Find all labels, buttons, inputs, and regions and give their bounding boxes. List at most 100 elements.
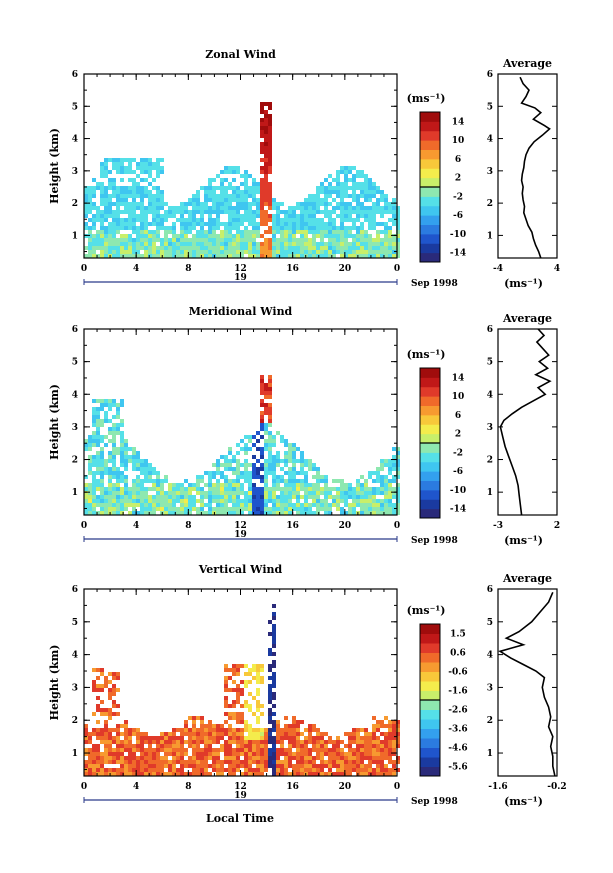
average-x-label: (ms⁻¹) bbox=[504, 534, 543, 547]
heatmap-cell bbox=[332, 503, 336, 507]
heatmap-cell bbox=[136, 483, 140, 487]
heatmap-cell bbox=[136, 234, 140, 238]
heatmap-cell bbox=[156, 748, 160, 752]
heatmap-cell bbox=[148, 198, 152, 202]
heatmap-cell bbox=[232, 218, 236, 222]
heatmap-cell bbox=[356, 210, 360, 214]
heatmap-cell bbox=[128, 732, 132, 736]
heatmap-cell bbox=[216, 724, 220, 728]
heatmap-cell bbox=[252, 455, 256, 459]
colorbar-swatch bbox=[420, 690, 440, 701]
heatmap-cell bbox=[280, 740, 284, 744]
heatmap-cell bbox=[120, 503, 124, 507]
heatmap-cell bbox=[196, 250, 200, 254]
heatmap-cell bbox=[220, 455, 224, 459]
heatmap-cell bbox=[356, 202, 360, 206]
heatmap-cell bbox=[268, 170, 272, 174]
heatmap-cell bbox=[260, 487, 264, 491]
heatmap-cell bbox=[324, 744, 328, 748]
heatmap-cell bbox=[360, 503, 364, 507]
heatmap-cell bbox=[360, 499, 364, 503]
heatmap-cell bbox=[96, 487, 100, 491]
heatmap-cell bbox=[324, 242, 328, 246]
heatmap-cell bbox=[308, 250, 312, 254]
heatmap-cell bbox=[264, 102, 268, 106]
heatmap-cell bbox=[132, 194, 136, 198]
colorbar-swatch bbox=[420, 205, 440, 216]
heatmap-cell bbox=[244, 471, 248, 475]
heatmap-cell bbox=[296, 748, 300, 752]
heatmap-cell bbox=[372, 471, 376, 475]
heatmap-cell bbox=[340, 772, 344, 776]
heatmap-cell bbox=[112, 447, 116, 451]
heatmap-cell bbox=[92, 202, 96, 206]
heatmap-cell bbox=[324, 764, 328, 768]
heatmap-cell bbox=[108, 708, 112, 712]
heatmap-cells bbox=[84, 604, 400, 776]
heatmap-cell bbox=[236, 483, 240, 487]
heatmap-cell bbox=[372, 242, 376, 246]
heatmap-cell bbox=[260, 423, 264, 427]
heatmap-cell bbox=[380, 499, 384, 503]
heatmap-cell bbox=[340, 760, 344, 764]
heatmap-cell bbox=[128, 772, 132, 776]
heatmap-cell bbox=[92, 471, 96, 475]
heatmap-cell bbox=[100, 226, 104, 230]
heatmap-cell bbox=[100, 475, 104, 479]
heatmap-cell bbox=[132, 254, 136, 258]
heatmap-cell bbox=[288, 479, 292, 483]
heatmap-cell bbox=[264, 431, 268, 435]
heatmap-cell bbox=[372, 250, 376, 254]
heatmap-cell bbox=[388, 218, 392, 222]
heatmap-cell bbox=[320, 499, 324, 503]
heatmap-cell bbox=[140, 459, 144, 463]
heatmap-cell bbox=[352, 732, 356, 736]
heatmap-cell bbox=[336, 772, 340, 776]
heatmap-cell bbox=[220, 507, 224, 511]
heatmap-cell bbox=[208, 234, 212, 238]
heatmap-cell bbox=[140, 214, 144, 218]
heatmap-cell bbox=[212, 507, 216, 511]
heatmap-cell bbox=[328, 234, 332, 238]
heatmap-cell bbox=[340, 210, 344, 214]
heatmap-cell bbox=[388, 202, 392, 206]
heatmap-cell bbox=[164, 740, 168, 744]
heatmap-cell bbox=[192, 732, 196, 736]
heatmap-cell bbox=[236, 664, 240, 668]
heatmap-cell bbox=[184, 503, 188, 507]
heatmap-cell bbox=[108, 744, 112, 748]
heatmap-cell bbox=[120, 479, 124, 483]
heatmap-cell bbox=[360, 242, 364, 246]
heatmap-cell bbox=[232, 186, 236, 190]
heatmap-cell bbox=[92, 234, 96, 238]
heatmap-cell bbox=[104, 242, 108, 246]
heatmap-cell bbox=[112, 194, 116, 198]
heatmap-cell bbox=[300, 250, 304, 254]
heatmap-cell bbox=[200, 202, 204, 206]
heatmap-cell bbox=[260, 732, 264, 736]
heatmap-cell bbox=[192, 234, 196, 238]
heatmap-cell bbox=[280, 736, 284, 740]
heatmap-cell bbox=[364, 499, 368, 503]
heatmap-cell bbox=[316, 250, 320, 254]
heatmap-cell bbox=[176, 728, 180, 732]
heatmap-cell bbox=[328, 752, 332, 756]
heatmap-cell bbox=[108, 194, 112, 198]
heatmap-cell bbox=[260, 126, 264, 130]
heatmap-cell bbox=[188, 744, 192, 748]
heatmap-cell bbox=[356, 214, 360, 218]
heatmap-cell bbox=[396, 242, 400, 246]
heatmap-cell bbox=[284, 511, 288, 515]
heatmap-cell bbox=[192, 752, 196, 756]
heatmap-cell bbox=[136, 242, 140, 246]
heatmap-cell bbox=[172, 226, 176, 230]
heatmap-cell bbox=[332, 238, 336, 242]
heatmap-cell bbox=[116, 427, 120, 431]
heatmap-cell bbox=[224, 768, 228, 772]
heatmap-cell bbox=[260, 206, 264, 210]
heatmap-cell bbox=[308, 736, 312, 740]
heatmap-cell bbox=[172, 491, 176, 495]
heatmap-cell bbox=[176, 499, 180, 503]
heatmap-cell bbox=[128, 728, 132, 732]
heatmap-cell bbox=[144, 511, 148, 515]
